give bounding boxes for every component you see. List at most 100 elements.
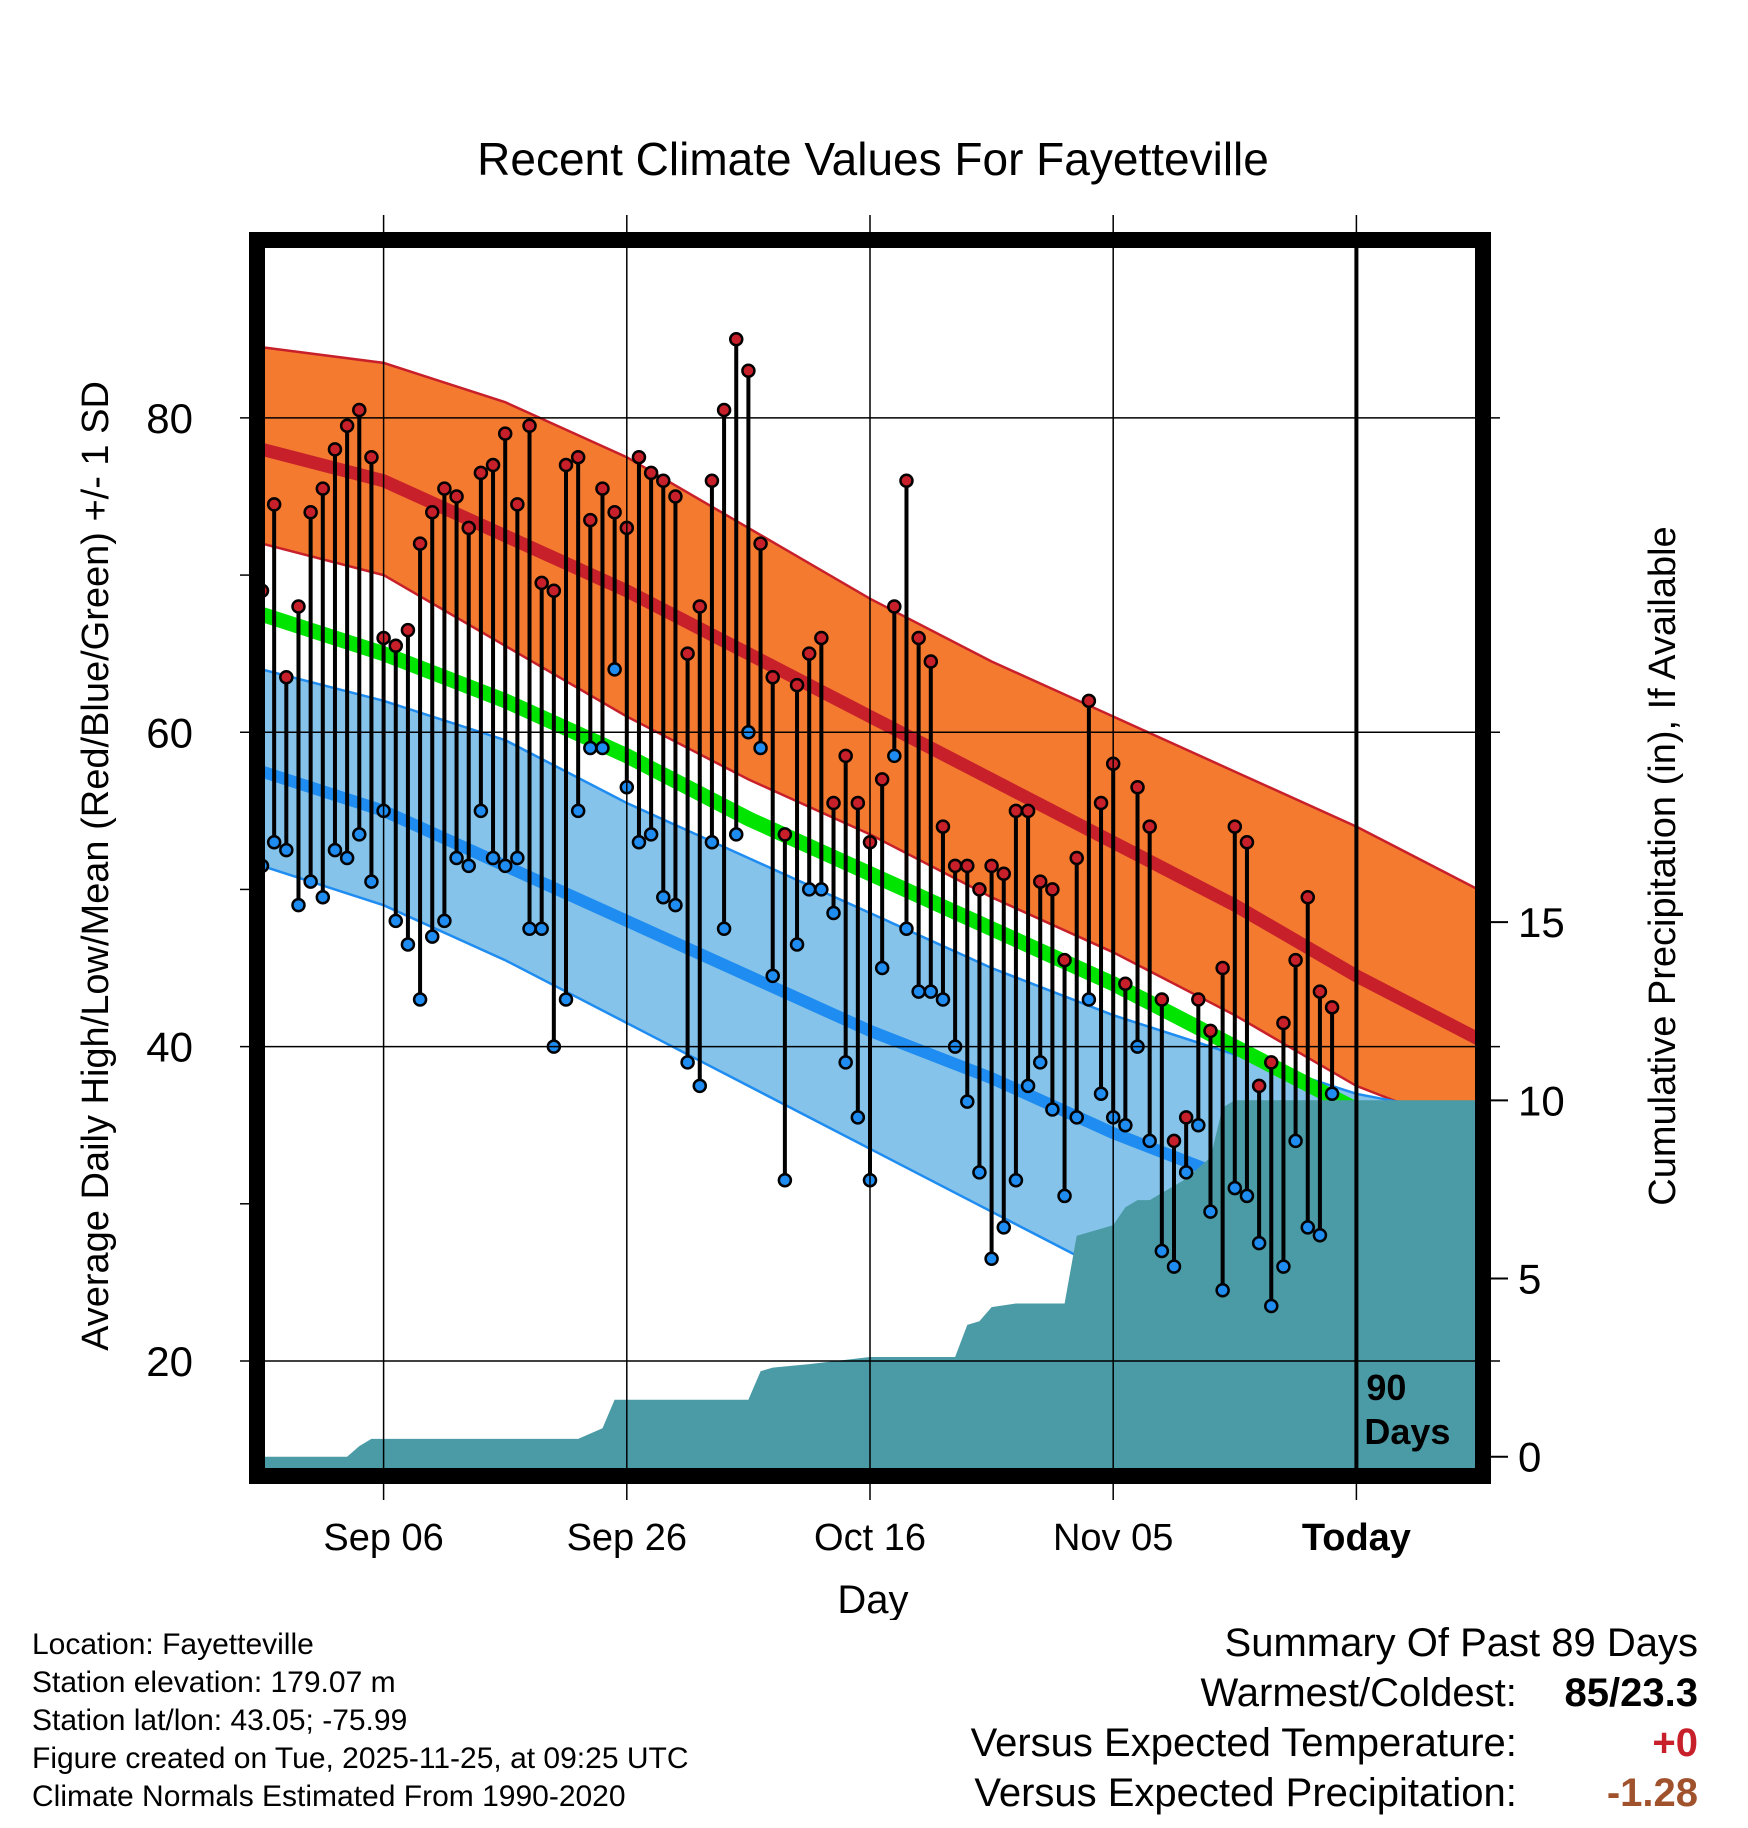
precip-value: -1.28 [1606, 1771, 1698, 1815]
observed-high-point [1264, 1055, 1279, 1070]
observed-low-point [461, 858, 476, 874]
y2-tick-label-3: 15 [1518, 899, 1565, 946]
observed-high-point [522, 418, 537, 434]
observed-low-point [388, 913, 404, 929]
observed-high-point [874, 772, 890, 787]
observed-low-point [327, 842, 343, 858]
observed-low-point [1300, 1220, 1316, 1235]
observed-high-point [1081, 693, 1097, 709]
observed-high-point [279, 669, 294, 685]
observed-low-point [753, 740, 768, 756]
observed-low-point [996, 1220, 1012, 1235]
observed-low-point [972, 1165, 987, 1180]
observed-high-point [510, 497, 525, 512]
observed-high-point [534, 575, 549, 591]
observed-high-point [996, 866, 1012, 881]
observed-high-point [899, 473, 914, 489]
observed-high-point [437, 481, 452, 496]
observed-low-point [728, 827, 744, 842]
y2-tick-label-0: 0 [1518, 1434, 1541, 1481]
y2-tick-label-2: 10 [1518, 1077, 1565, 1124]
observed-low-point [838, 1055, 853, 1070]
observed-low-point [692, 1078, 708, 1094]
x-tick-label-2: Oct 16 [814, 1517, 926, 1559]
observed-high-point [339, 418, 355, 434]
observed-low-point [1154, 1243, 1170, 1259]
observed-low-point [437, 913, 452, 929]
observed-high-point [984, 858, 999, 874]
observed-high-point [1032, 874, 1048, 889]
observed-high-point [1008, 803, 1024, 819]
observed-high-point [789, 677, 805, 693]
observed-high-point [972, 882, 987, 897]
observed-high-point [595, 481, 610, 496]
temp-row: Versus Expected Temperature: +0 [971, 1718, 1698, 1768]
observed-high-point [643, 465, 659, 481]
observed-low-point [911, 984, 926, 999]
observed-low-point [339, 850, 355, 866]
observed-low-point [291, 897, 306, 913]
observed-high-point [631, 449, 647, 465]
observed-high-point [777, 827, 793, 842]
observed-low-point [352, 827, 367, 842]
x-tick-label-3: Nov 05 [1053, 1517, 1173, 1559]
observed-high-point [935, 819, 951, 834]
observed-low-point [668, 897, 683, 913]
observed-high-point [765, 669, 780, 685]
observed-high-point [1288, 952, 1303, 968]
observed-high-point [838, 748, 853, 764]
normals-text: Climate Normals Estimated From 1990-2020 [32, 1780, 626, 1813]
observed-high-point [801, 646, 817, 661]
observed-low-point [704, 835, 720, 850]
observed-low-point [400, 937, 416, 952]
station-info: Location: Fayetteville Station elevation… [32, 1626, 689, 1816]
observed-low-point [1032, 1055, 1048, 1070]
observed-low-point [765, 968, 780, 984]
observed-low-point [1069, 1110, 1084, 1125]
observed-high-point [656, 473, 671, 489]
temp-value: +0 [1652, 1721, 1698, 1765]
observed-high-point [960, 858, 975, 874]
summary-title: Summary Of Past 89 Days [1224, 1621, 1698, 1665]
observed-low-point [522, 921, 537, 936]
observed-high-point [741, 363, 756, 378]
x-tick-label-4: Today [1302, 1517, 1411, 1559]
observed-low-point [874, 960, 890, 976]
observed-low-point [1239, 1188, 1255, 1204]
observed-high-point [266, 497, 282, 512]
observed-high-point [1203, 1023, 1218, 1039]
y-tick-label-2: 60 [146, 709, 193, 756]
observed-high-point [947, 858, 963, 874]
observed-low-point [424, 929, 440, 944]
observed-high-point [570, 449, 586, 465]
observed-low-point [984, 1251, 999, 1267]
y-tick-label-1: 40 [146, 1024, 193, 1071]
plot-content [262, 332, 1478, 1471]
climate-chart: Recent Climate Values For Fayetteville 9… [75, 133, 1684, 1620]
observed-high-point [497, 426, 513, 441]
observed-low-point [960, 1094, 975, 1109]
y2-tick-label-1: 5 [1518, 1256, 1541, 1303]
observed-high-point [1057, 952, 1072, 968]
observed-high-point [400, 622, 416, 638]
precip-label: Versus Expected Precipitation: [974, 1771, 1517, 1815]
observed-high-point [668, 489, 683, 504]
temp-label: Versus Expected Temperature: [970, 1721, 1517, 1765]
observed-low-point [777, 1172, 793, 1188]
observed-high-point [1178, 1110, 1194, 1125]
observed-low-point [850, 1110, 866, 1125]
observed-high-point [473, 465, 489, 481]
observed-low-point [534, 921, 549, 936]
x-tick-label-0: Sep 06 [323, 1517, 443, 1559]
y-tick-label-0: 20 [146, 1338, 193, 1385]
observed-high-point [1045, 882, 1060, 897]
observed-high-point [412, 536, 428, 551]
observed-high-point [1300, 890, 1316, 905]
observed-low-point [1020, 1078, 1036, 1094]
observed-low-point [935, 992, 951, 1007]
warmest-value: 85/23.3 [1564, 1671, 1698, 1715]
observed-high-point [814, 630, 829, 646]
observed-low-point [1008, 1172, 1024, 1188]
observed-low-point [449, 850, 464, 866]
observed-low-point [643, 827, 659, 842]
